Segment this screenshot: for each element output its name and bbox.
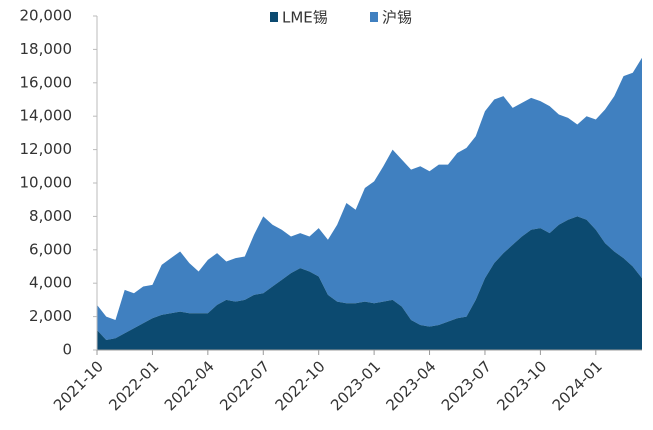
y-tick-label: 4,000 xyxy=(29,274,72,292)
legend-label: LME锡 xyxy=(282,9,328,27)
y-tick-label: 8,000 xyxy=(29,207,72,225)
y-tick-label: 16,000 xyxy=(20,73,73,91)
y-tick-label: 18,000 xyxy=(20,40,73,58)
x-tick-label: 2022-07 xyxy=(216,357,273,414)
x-tick-label: 2022-01 xyxy=(105,357,162,414)
x-tick-label: 2023-01 xyxy=(327,357,384,414)
y-tick-label: 14,000 xyxy=(20,107,73,125)
y-tick-label: 6,000 xyxy=(29,240,72,258)
x-tick-label: 2021-10 xyxy=(50,357,107,414)
y-tick-label: 10,000 xyxy=(20,174,73,192)
x-tick-label: 2024-01 xyxy=(549,357,606,414)
y-tick-label: 0 xyxy=(62,341,72,359)
legend-swatch xyxy=(370,12,378,22)
x-tick-label: 2023-04 xyxy=(382,357,439,414)
y-tick-label: 20,000 xyxy=(20,7,73,25)
legend-label: 沪锡 xyxy=(382,9,412,27)
x-tick-label: 2022-04 xyxy=(161,357,218,414)
y-tick-label: 2,000 xyxy=(29,307,72,325)
x-tick-label: 2023-07 xyxy=(438,357,495,414)
legend-swatch xyxy=(270,12,278,22)
x-tick-label: 2023-10 xyxy=(493,357,550,414)
area xyxy=(97,216,642,350)
y-tick-label: 12,000 xyxy=(20,140,73,158)
area xyxy=(97,57,642,340)
x-tick-label: 2022-10 xyxy=(272,357,329,414)
